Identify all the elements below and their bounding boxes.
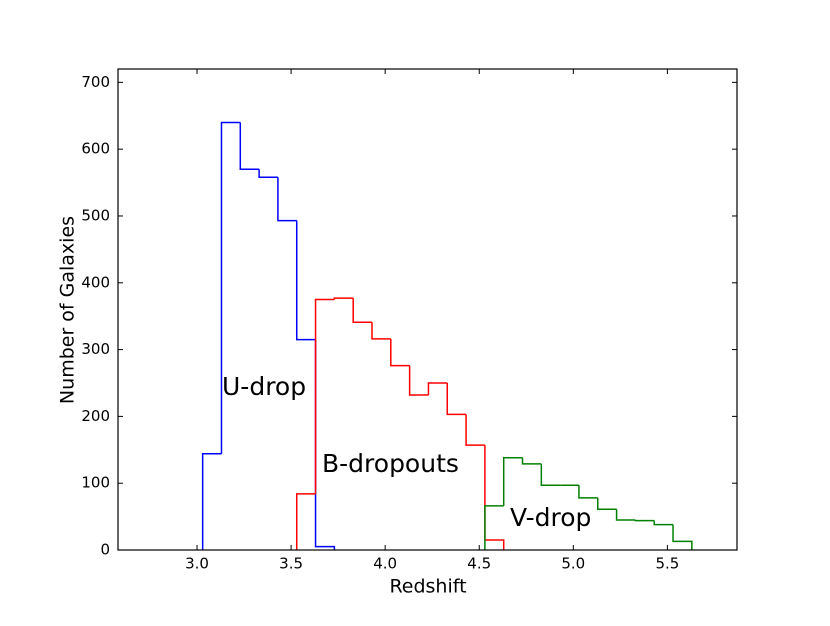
histogram-step [653, 520, 674, 526]
histogram-step [615, 509, 636, 521]
y-tick-label: 700 [81, 73, 110, 91]
series-annotation: U-drop [222, 372, 306, 401]
y-tick-label: 300 [81, 340, 110, 358]
histogram-step [446, 382, 467, 416]
y-tick-label: 100 [81, 474, 110, 492]
histogram-step [597, 497, 617, 510]
histogram-step [465, 414, 485, 446]
y-axis-label: Number of Galaxies [57, 216, 79, 404]
histogram-step [277, 177, 297, 222]
histogram-step [314, 298, 335, 494]
histogram-step [521, 457, 542, 465]
histogram-step [484, 505, 504, 550]
plot-frame [117, 68, 738, 551]
histogram-step [502, 457, 523, 506]
y-tick-label: 200 [81, 407, 110, 425]
y-tick-label: 500 [81, 206, 110, 224]
x-tick-label: 3.5 [279, 555, 303, 573]
histogram-step [484, 445, 505, 550]
x-tick-label: 3.0 [185, 555, 209, 573]
histogram-step [295, 493, 316, 550]
histogram-step [371, 322, 391, 340]
histogram-step [578, 485, 598, 499]
x-tick-label: 4.0 [373, 555, 397, 573]
histogram-step [540, 463, 561, 486]
histogram-step [352, 298, 372, 323]
histogram-step [408, 365, 429, 396]
x-axis-label: Redshift [389, 576, 466, 598]
x-tick-label: 5.0 [561, 555, 585, 573]
series-annotation: V-drop [510, 503, 591, 532]
histogram-step [258, 169, 278, 178]
histogram-step [333, 297, 354, 300]
histogram-step [427, 382, 448, 396]
histogram-step [201, 453, 222, 550]
y-tick-label: 600 [81, 140, 110, 158]
y-tick-label: 400 [81, 273, 110, 291]
series-annotation: B-dropouts [322, 449, 459, 478]
histogram-step [295, 220, 316, 341]
x-tick-label: 4.5 [467, 555, 491, 573]
x-tick-label: 5.5 [655, 555, 679, 573]
histogram-step [220, 121, 241, 454]
y-tick-label: 0 [100, 541, 110, 559]
histogram-step [239, 122, 260, 170]
histogram-step [672, 524, 693, 550]
histogram-step [390, 338, 410, 367]
histogram-step [634, 519, 655, 522]
